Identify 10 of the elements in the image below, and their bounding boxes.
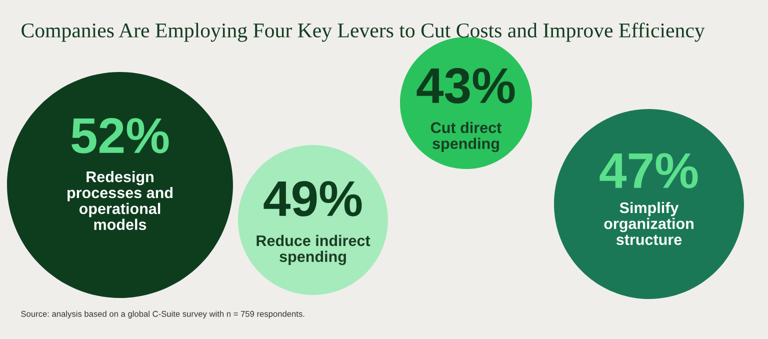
data-label: 52% xyxy=(72,118,169,154)
category-label: Redesign processes and operational models xyxy=(68,170,172,230)
data-label: 47% xyxy=(600,153,698,188)
category-label: Cut direct spending xyxy=(430,122,502,152)
data-label: 43% xyxy=(416,68,515,104)
text: Companies Are Employing Four Key Levers to Cut Costs and Improve Efficiency xyxy=(22,22,705,42)
data-label: 49% xyxy=(264,181,362,216)
source-note: Source: analysis based on a global C-Suite survey with n = 759 respondents. xyxy=(21,310,304,318)
category-label: Simplify organization structure xyxy=(604,202,694,246)
category-label: Reduce indirect spending xyxy=(256,234,370,266)
